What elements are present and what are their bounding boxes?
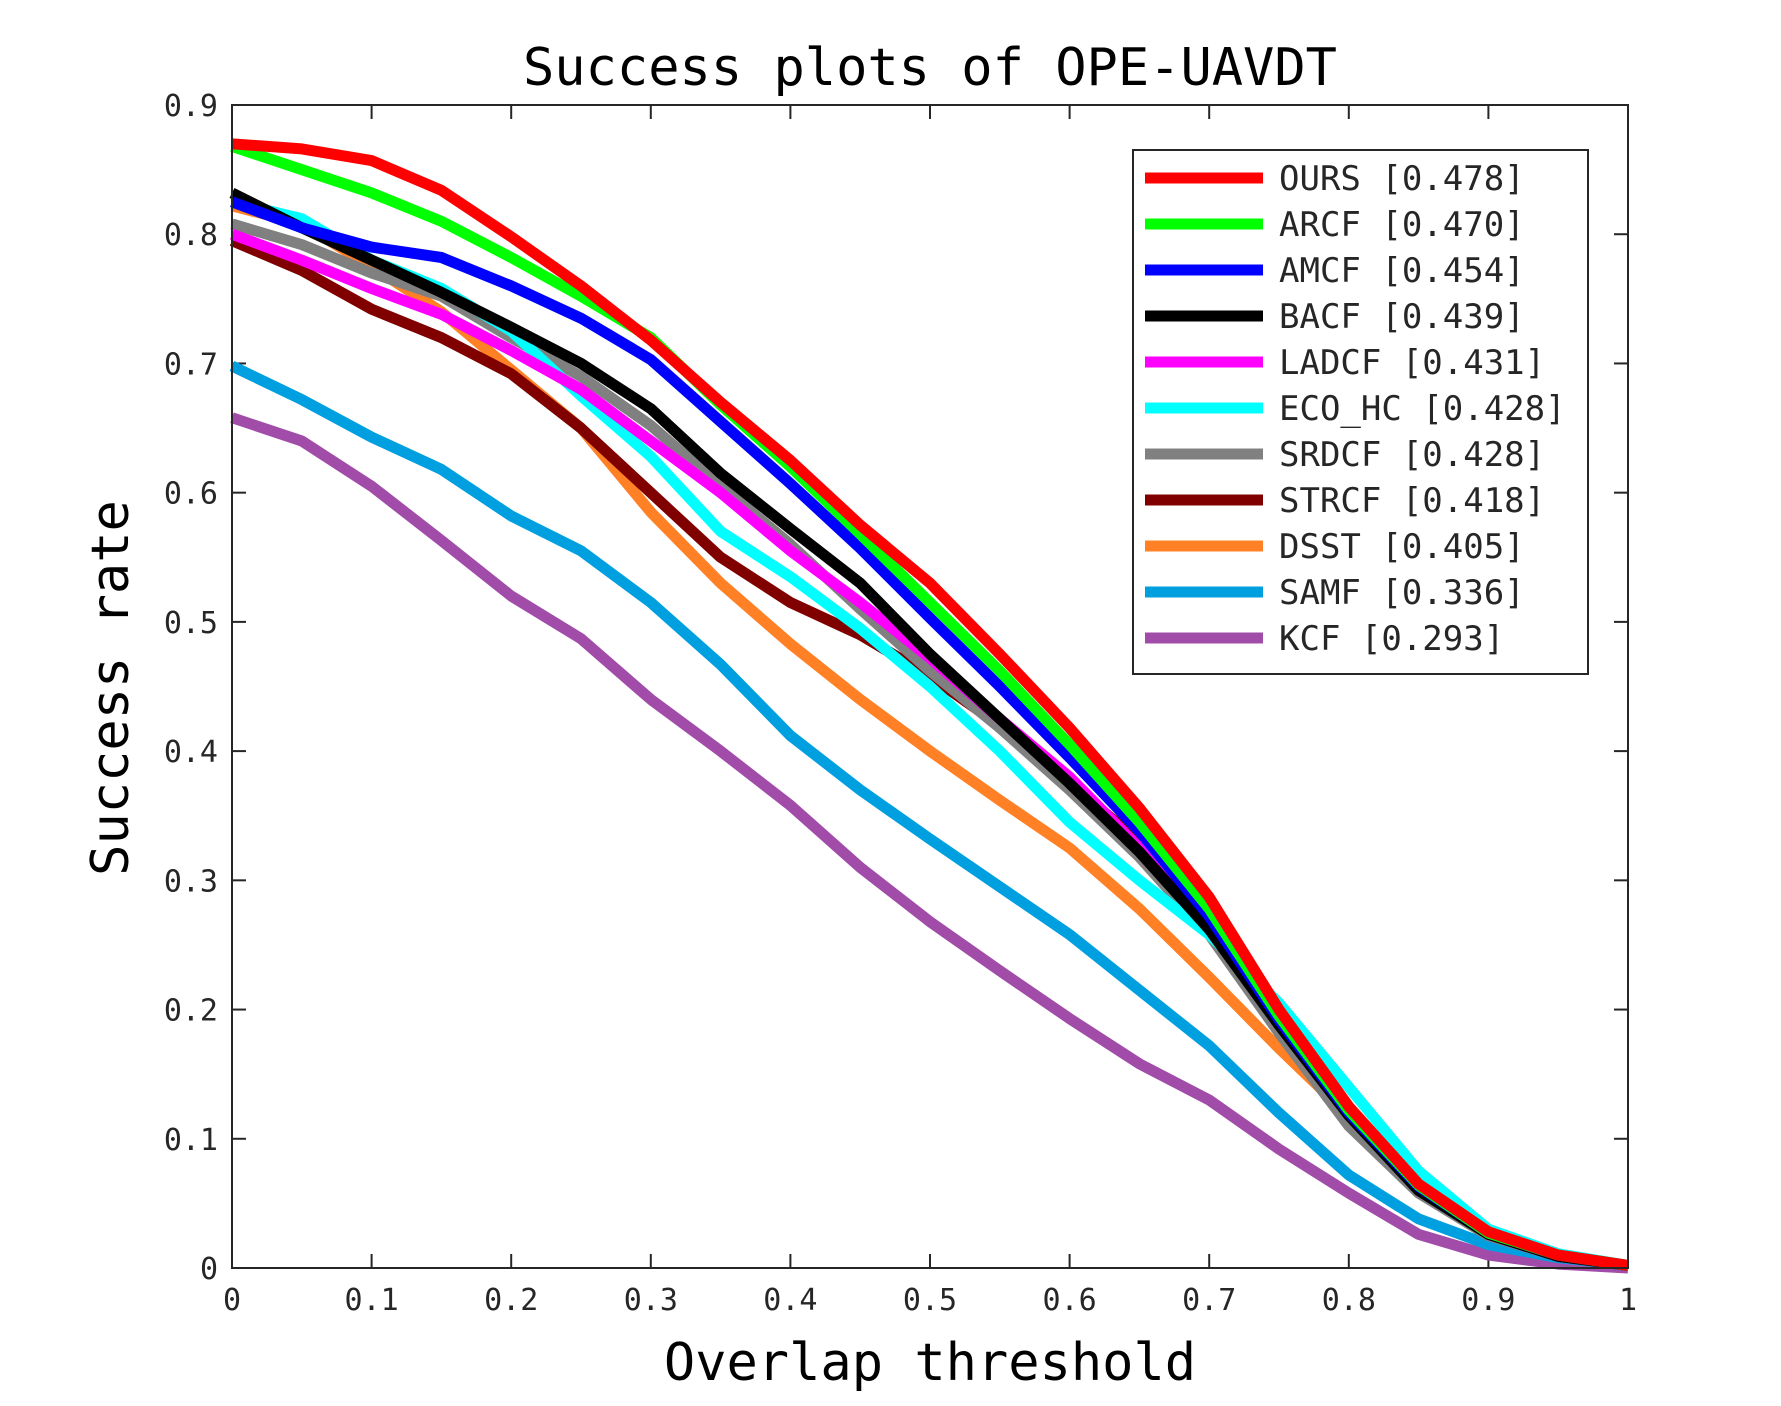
y-tick-label: 0	[200, 1252, 218, 1287]
legend-label: SAMF [0.336]	[1279, 573, 1525, 613]
axis-ticks: 0 0.1 0.2 0.3 0.4 0.5 0.6 0.7 0.8 0.9 1 0 0.1 0.2 0.3 0…	[164, 89, 1637, 1318]
x-tick-label: 0.3	[624, 1283, 678, 1318]
x-axis-label: Overlap threshold	[664, 1333, 1196, 1393]
legend-label: STRCF [0.418]	[1279, 481, 1545, 521]
legend-label: LADCF [0.431]	[1279, 343, 1545, 383]
series-line-0	[231, 138, 1629, 1271]
legend-label: ARCF [0.470]	[1279, 205, 1525, 245]
y-tick-label: 0.7	[164, 347, 218, 382]
series-lines	[229, 138, 1629, 1274]
x-tick-label: 0.4	[763, 1283, 817, 1318]
x-tick-label: 0.6	[1043, 1283, 1097, 1318]
legend-label: OURS [0.478]	[1279, 159, 1525, 199]
y-tick-label: 0.8	[164, 218, 218, 253]
legend-label: DSST [0.405]	[1279, 527, 1525, 567]
y-tick-label: 0.1	[164, 1123, 218, 1158]
chart-title: Success plots of OPE-UAVDT	[523, 38, 1337, 98]
x-tick-label: 0.9	[1461, 1283, 1515, 1318]
legend-label: KCF [0.293]	[1279, 619, 1504, 659]
legend-label: AMCF [0.454]	[1279, 251, 1525, 291]
legend-label: SRDCF [0.428]	[1279, 435, 1545, 475]
x-tick-label: 0.1	[345, 1283, 399, 1318]
y-tick-label: 0.9	[164, 89, 218, 124]
y-axis-label: Success rate	[81, 500, 141, 876]
x-tick-label: 0.8	[1322, 1283, 1376, 1318]
x-tick-label: 0.7	[1182, 1283, 1236, 1318]
legend-label: BACF [0.439]	[1279, 297, 1525, 337]
y-tick-label: 0.6	[164, 477, 218, 512]
legend-label: ECO_HC [0.428]	[1279, 389, 1566, 429]
series-line-9	[229, 361, 1629, 1271]
series-line-10	[230, 412, 1629, 1274]
y-tick-label: 0.3	[164, 864, 218, 899]
x-tick-label: 0	[223, 1283, 241, 1318]
y-tick-label: 0.4	[164, 735, 218, 770]
legend: OURS [0.478] ARCF [0.470] AMCF [0.454] BACF…	[1132, 149, 1589, 675]
y-tick-label: 0.5	[164, 606, 218, 641]
x-tick-label: 0.2	[484, 1283, 538, 1318]
plot-area-frame	[231, 104, 1629, 1269]
y-tick-label: 0.2	[164, 994, 218, 1029]
x-tick-label: 0.5	[903, 1283, 957, 1318]
x-tick-label: 1	[1619, 1283, 1637, 1318]
